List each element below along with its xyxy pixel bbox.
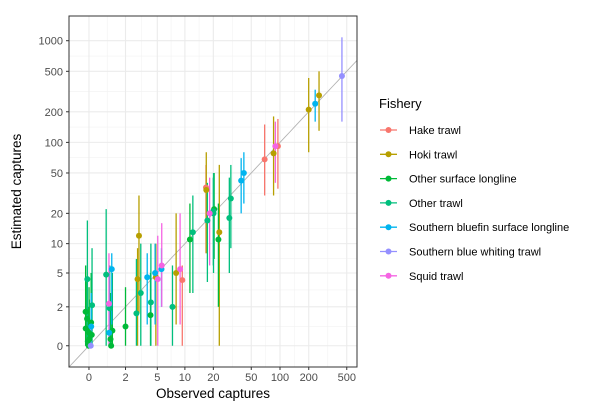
y-tick-label: 5 xyxy=(57,268,63,280)
legend-label: Hake trawl xyxy=(409,125,461,137)
data-point xyxy=(226,214,233,221)
data-point xyxy=(203,186,210,193)
data-point xyxy=(240,169,247,176)
legend-key-point xyxy=(385,175,392,182)
legend-label: Southern blue whiting trawl xyxy=(409,247,541,259)
legend-key xyxy=(380,224,397,231)
data-point xyxy=(215,236,222,243)
data-point xyxy=(82,325,89,332)
data-point xyxy=(179,277,186,284)
legend-key xyxy=(380,127,397,133)
data-point xyxy=(84,276,91,283)
data-point xyxy=(158,262,165,269)
legend-key xyxy=(380,151,397,158)
data-point xyxy=(216,229,223,236)
legend-key-point xyxy=(385,151,392,158)
data-point xyxy=(86,336,93,343)
y-tick-label: 10 xyxy=(51,239,63,251)
x-axis-title: Observed captures xyxy=(156,386,270,401)
data-point xyxy=(82,308,89,315)
data-point xyxy=(338,72,345,79)
y-tick-label: 2 xyxy=(57,302,63,314)
x-tick-label: 10 xyxy=(179,372,191,384)
data-point xyxy=(108,266,115,273)
legend-key-point xyxy=(385,272,392,279)
x-tick-label: 50 xyxy=(245,372,257,384)
data-point xyxy=(186,236,193,243)
x-axis-ticks: 0 2 5 10 20 50 100 200 500 xyxy=(86,367,356,384)
x-tick-label: 0 xyxy=(86,372,92,384)
data-point xyxy=(147,312,154,319)
data-point xyxy=(107,336,114,343)
y-axis-ticks: 0 2 5 10 20 50 100 200 500 1000 xyxy=(39,36,69,353)
data-point xyxy=(133,310,140,317)
data-point xyxy=(105,300,112,307)
y-tick-label: 200 xyxy=(45,107,63,119)
data-point xyxy=(270,150,277,157)
legend-key-point xyxy=(385,224,392,231)
data-point xyxy=(206,210,213,217)
data-point xyxy=(204,217,211,224)
data-point xyxy=(84,315,91,322)
data-points xyxy=(82,72,345,349)
data-point xyxy=(88,323,95,330)
legend-key xyxy=(380,199,397,206)
legend-label: Other trawl xyxy=(409,198,463,210)
data-point xyxy=(135,232,142,239)
data-point xyxy=(103,271,110,278)
x-tick-label: 100 xyxy=(271,372,289,384)
data-point xyxy=(312,100,319,107)
legend-label: Southern bluefin surface longline xyxy=(409,222,569,234)
data-point xyxy=(227,195,234,202)
legend-label: Hoki trawl xyxy=(409,149,457,161)
data-point xyxy=(189,229,196,236)
legend-label: Squid trawl xyxy=(409,271,463,283)
data-point xyxy=(106,329,113,336)
data-point xyxy=(261,156,268,163)
legend-key xyxy=(380,248,397,255)
x-tick-label: 200 xyxy=(300,372,318,384)
y-tick-label: 100 xyxy=(45,137,63,149)
y-tick-label: 50 xyxy=(51,168,63,180)
legend-key-point xyxy=(385,199,392,206)
data-point xyxy=(137,289,144,296)
data-point xyxy=(87,342,94,349)
data-point xyxy=(122,323,129,330)
data-point xyxy=(108,342,115,349)
data-point xyxy=(238,177,245,184)
x-tick-label: 2 xyxy=(122,372,128,384)
y-tick-label: 0 xyxy=(57,341,63,353)
data-point xyxy=(89,302,96,309)
data-point xyxy=(316,92,323,99)
x-tick-label: 500 xyxy=(338,372,356,384)
legend-key xyxy=(380,175,397,182)
data-point xyxy=(134,276,141,283)
data-point xyxy=(106,305,113,312)
data-point xyxy=(144,274,151,281)
data-point xyxy=(305,106,312,113)
legend: Fishery Hake trawl Hoki trawl Other surfac… xyxy=(379,96,569,283)
x-tick-label: 5 xyxy=(154,372,160,384)
legend-label: Other surface longline xyxy=(409,174,517,186)
y-tick-label: 500 xyxy=(45,66,63,78)
data-point xyxy=(272,143,279,150)
data-point xyxy=(173,270,180,277)
legend-key xyxy=(380,272,397,279)
data-point xyxy=(152,270,159,277)
data-point xyxy=(154,276,161,283)
data-point xyxy=(177,266,184,273)
data-point xyxy=(147,299,154,306)
x-tick-label: 20 xyxy=(207,372,219,384)
data-point xyxy=(86,329,93,336)
data-point xyxy=(169,303,176,310)
legend-title: Fishery xyxy=(379,96,422,111)
y-tick-label: 20 xyxy=(51,208,63,220)
y-tick-label: 1000 xyxy=(39,36,63,48)
legend-key-point xyxy=(385,127,392,133)
y-axis-title: Estimated captures xyxy=(9,133,24,249)
legend-key-point xyxy=(385,248,392,255)
